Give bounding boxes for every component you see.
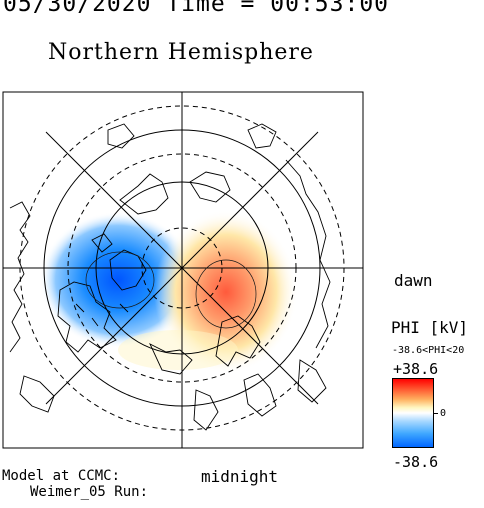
date-time-title: 05/30/2020 Time = 00:53:00 (3, 0, 390, 17)
colorbar (392, 378, 434, 448)
colorbar-max-label: +38.6 (393, 360, 439, 378)
colorbar-title: PHI [kV] (391, 318, 469, 337)
colorbar-range-text: -38.6<PHI<20 (392, 345, 465, 356)
midnight-label: midnight (201, 467, 279, 486)
colorbar-zero-label: 0 (440, 408, 447, 419)
run-label: Weimer_05 Run: (30, 484, 149, 500)
model-label: Model at CCMC: (2, 468, 121, 484)
coastlines (9, 123, 331, 431)
hemisphere-title: Northern Hemisphere (48, 40, 314, 65)
potential-contours (85, 251, 257, 329)
meridian-diagonal-2 (45, 131, 319, 405)
polar-potential-map (2, 91, 364, 449)
dawn-label: dawn (394, 271, 433, 290)
colorbar-zero-tick (434, 413, 438, 414)
colorbar-min-label: -38.6 (393, 453, 439, 471)
